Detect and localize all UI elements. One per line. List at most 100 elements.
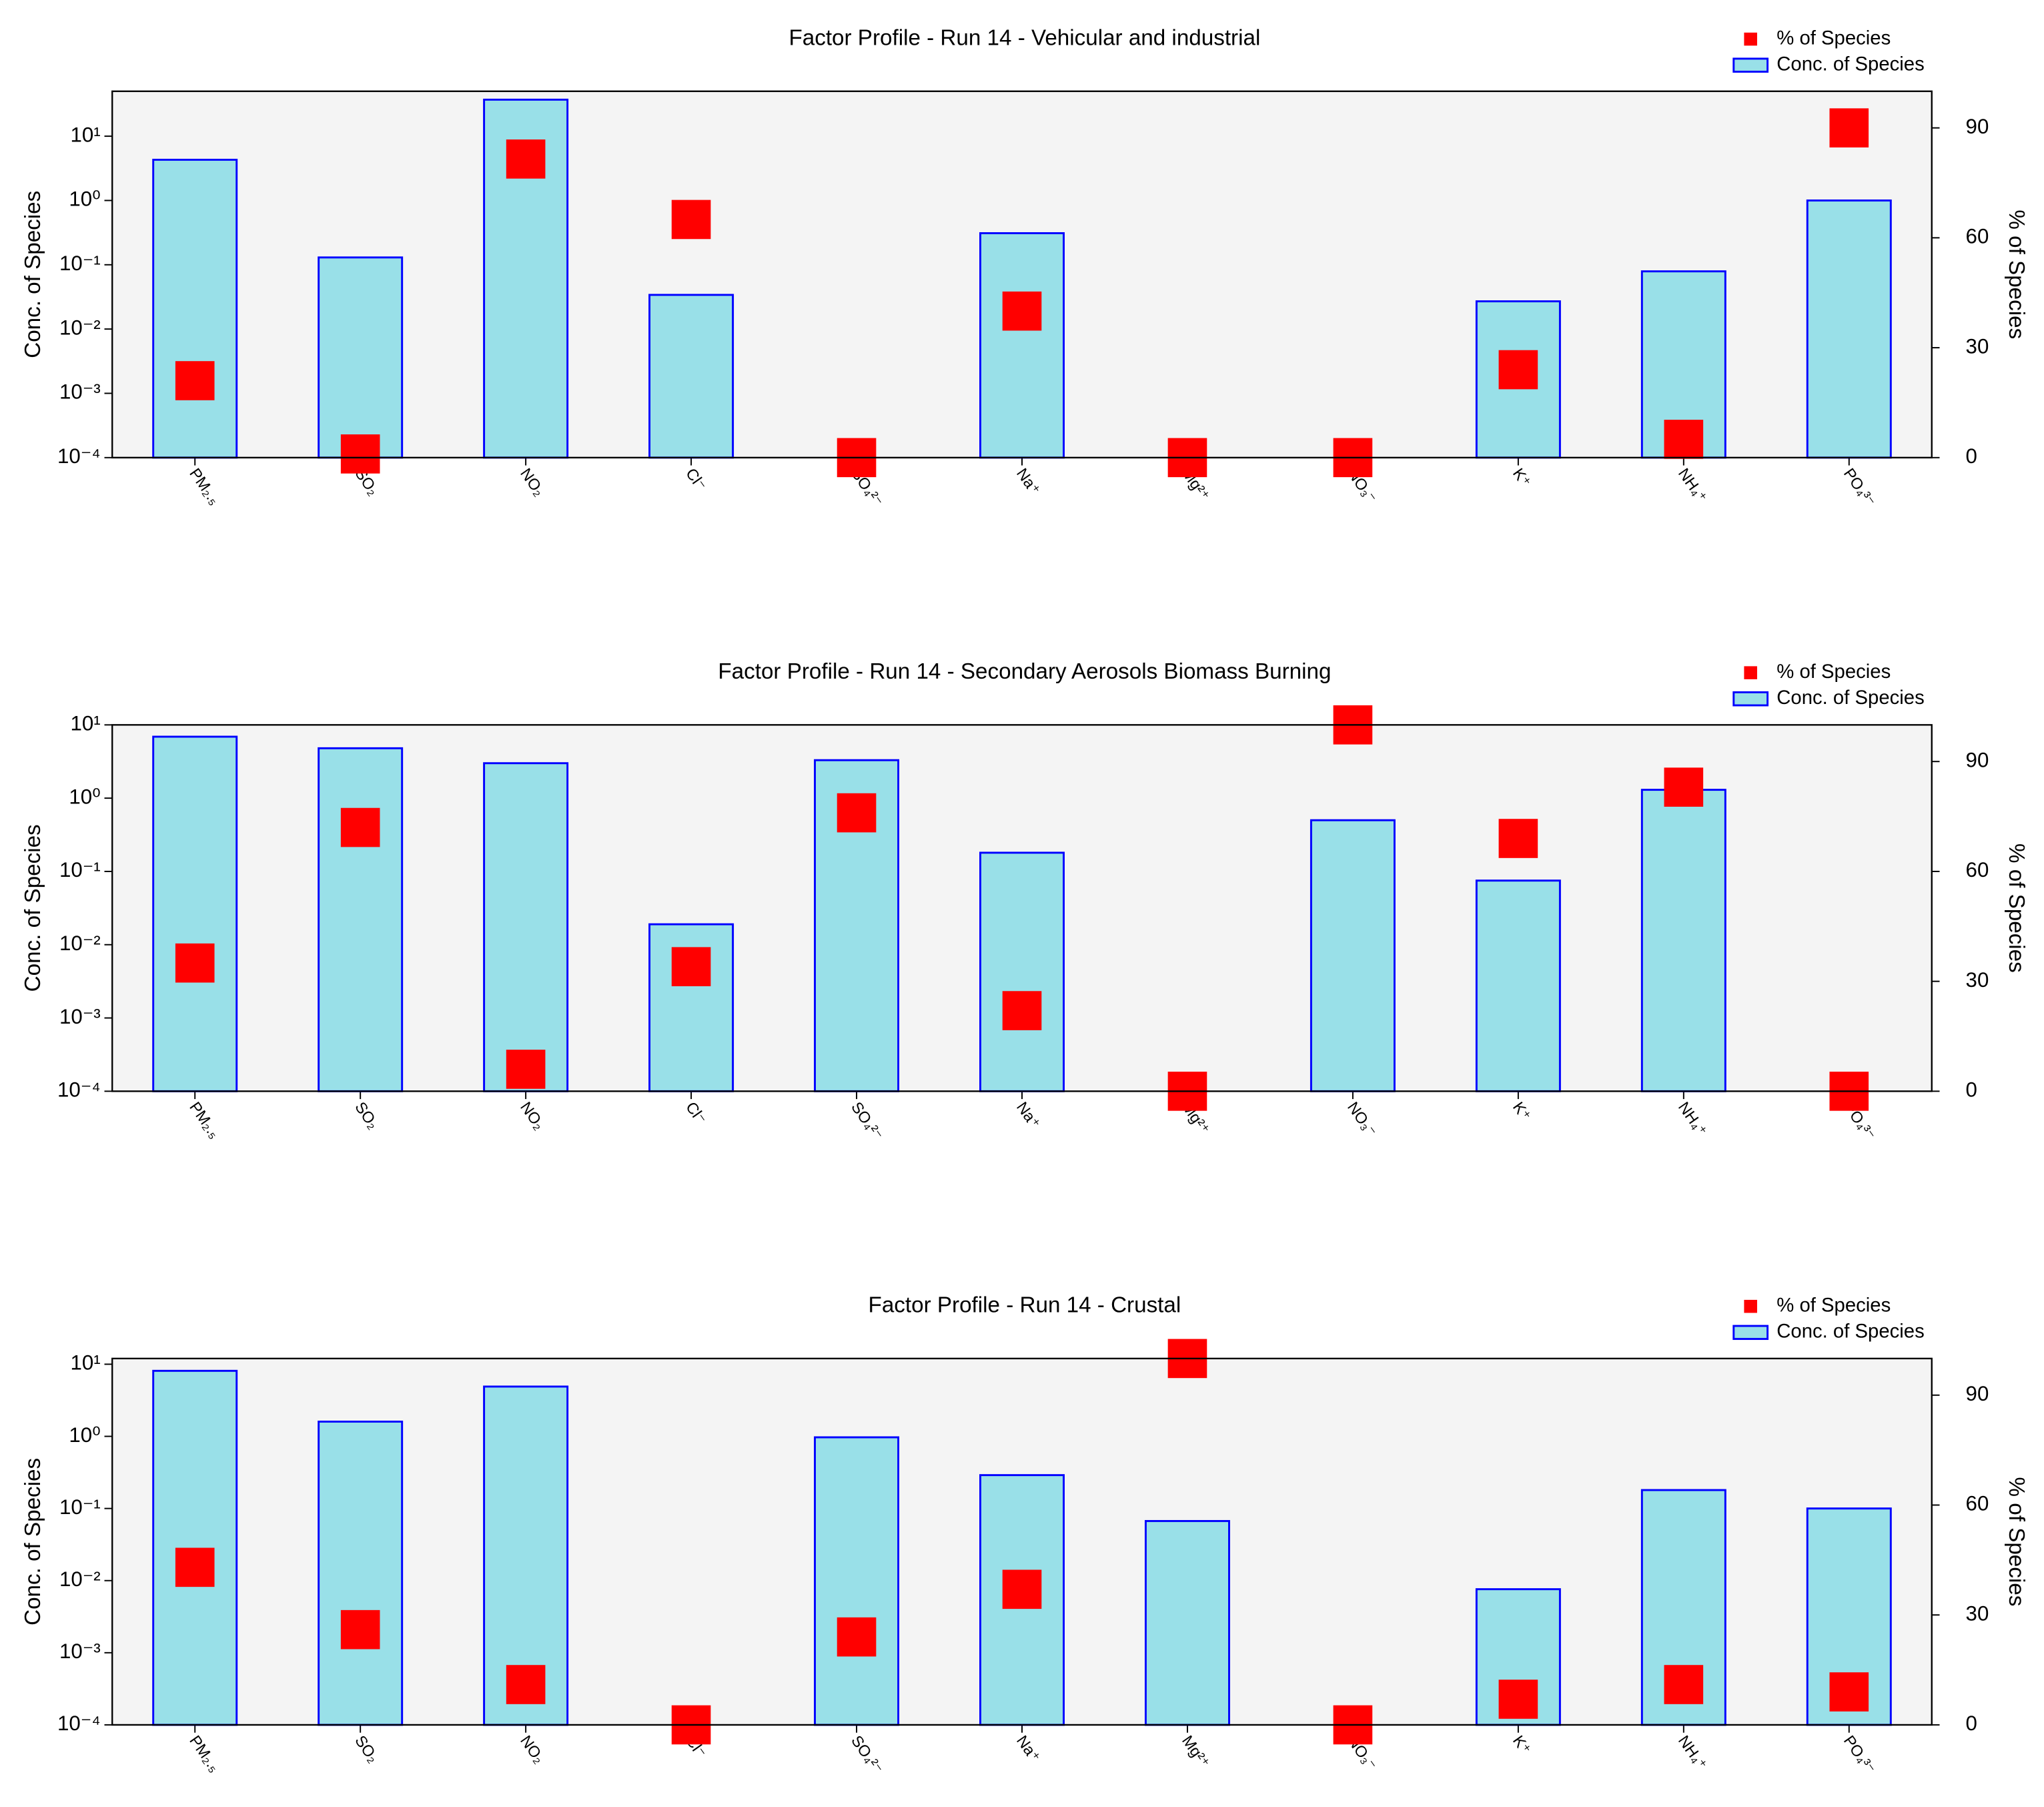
y-tick-label: 10⁰ <box>69 1423 100 1447</box>
legend-swatch <box>1732 1325 1769 1341</box>
square-marker <box>671 947 711 986</box>
y-tick-label: 10⁻¹ <box>59 858 101 881</box>
y2-axis-label: % of Species <box>2004 843 2029 973</box>
y-tick-label: 10⁻² <box>59 316 101 339</box>
legend-label: % of Species <box>1776 1294 1891 1316</box>
square-marker <box>837 793 877 833</box>
y2-tick-label: 90 <box>1966 115 1989 138</box>
x-tick-label: PO₄³⁻ <box>1841 465 1879 510</box>
square-marker <box>506 1050 546 1089</box>
square-marker <box>1664 420 1704 459</box>
y2-tick-label: 30 <box>1966 968 1989 992</box>
bar <box>318 747 404 1092</box>
y2-tick-label: 60 <box>1966 858 1989 881</box>
chart-title: Factor Profile - Run 14 - Crustal <box>869 1293 1181 1317</box>
x-tick-label: K⁺ <box>1510 465 1534 490</box>
x-tick-label: K⁺ <box>1510 1732 1534 1758</box>
x-tick-label: Cl⁻ <box>682 465 710 494</box>
square-marker <box>1002 1569 1042 1609</box>
square-marker <box>837 1617 877 1657</box>
y-tick-label: 10⁰ <box>69 188 100 211</box>
bar <box>152 158 238 459</box>
x-tick-label: NH₄⁺ <box>1675 1098 1710 1139</box>
square-marker <box>506 139 546 179</box>
plot-frame <box>111 1357 1933 1726</box>
legend-label: Conc. of Species <box>1776 687 1924 709</box>
x-tick-label: NO₂ <box>517 465 548 499</box>
square-marker <box>1664 767 1704 807</box>
bar <box>979 232 1065 459</box>
square-marker <box>340 434 380 474</box>
square-marker <box>175 361 215 400</box>
y2-tick-label: 0 <box>1966 1712 1977 1735</box>
x-tick-label: NO₂ <box>517 1098 548 1132</box>
legend-label: Conc. of Species <box>1776 1321 1924 1343</box>
square-marker <box>1829 108 1869 147</box>
y-tick-label: 10⁻² <box>59 932 101 955</box>
bar <box>152 735 238 1092</box>
x-tick-label: SO₂ <box>352 1732 382 1766</box>
square-marker <box>175 943 215 983</box>
y-axis-label: Conc. of Species <box>21 191 45 358</box>
y-tick-label: 10¹ <box>70 1351 100 1375</box>
bar <box>318 256 404 459</box>
y2-tick-label: 90 <box>1966 1382 1989 1405</box>
square-marker <box>1002 291 1042 331</box>
y-tick-label: 10⁻³ <box>59 380 101 404</box>
x-tick-label: PM₂.₅ <box>186 1732 223 1775</box>
y2-tick-label: 0 <box>1966 444 1977 468</box>
x-tick-label: PO₄³⁻ <box>1841 1732 1879 1777</box>
panel: Factor Profile - Run 14 - Secondary Aero… <box>21 659 2029 1143</box>
y-tick-label: 10⁻² <box>59 1567 101 1591</box>
x-tick-label: NO₃⁻ <box>1344 1098 1380 1140</box>
legend-label: % of Species <box>1776 661 1891 683</box>
bar <box>1310 819 1396 1092</box>
square-marker <box>506 1665 546 1704</box>
y-tick-label: 10⁻¹ <box>59 1495 101 1519</box>
legend-swatch <box>1744 32 1757 46</box>
plot-frame <box>111 90 1933 458</box>
chart-title: Factor Profile - Run 14 - Secondary Aero… <box>718 659 1331 684</box>
x-tick-label: NH₄⁺ <box>1675 465 1710 506</box>
x-tick-label: NH₄⁺ <box>1675 1732 1710 1773</box>
y-tick-label: 10¹ <box>70 712 100 735</box>
square-marker <box>175 1547 215 1587</box>
bar <box>483 762 569 1092</box>
bar <box>814 1436 900 1726</box>
panel: Factor Profile - Run 14 - Crustal 10⁻⁴ 10⁻… <box>21 1293 2029 1776</box>
x-tick-label: PM₂.₅ <box>186 465 223 508</box>
bar <box>648 294 734 459</box>
x-tick-label: NO₂ <box>517 1732 548 1766</box>
y-tick-label: 10⁻¹ <box>59 252 101 275</box>
y2-axis-label: % of Species <box>2004 210 2029 339</box>
y-tick-label: 10⁻³ <box>59 1005 101 1028</box>
plot-frame <box>111 724 1933 1092</box>
x-tick-label: Na⁺ <box>1013 465 1044 498</box>
bar <box>1475 879 1561 1092</box>
x-tick-label: SO₂ <box>352 1098 382 1132</box>
legend-label: % of Species <box>1776 27 1891 49</box>
legend-swatch <box>1732 691 1769 707</box>
y-tick-label: 10⁻⁴ <box>57 1712 101 1735</box>
square-marker <box>340 807 380 847</box>
panel: Factor Profile - Run 14 - Vehicular and … <box>21 25 2029 509</box>
square-marker <box>1829 1672 1869 1712</box>
x-tick-label: Cl⁻ <box>682 1098 710 1127</box>
y-axis-label: Conc. of Species <box>21 824 45 992</box>
square-marker <box>671 200 711 240</box>
legend-label: Conc. of Species <box>1776 53 1924 75</box>
square-marker <box>1498 819 1538 858</box>
x-tick-label: Mg²⁺ <box>1179 1732 1213 1771</box>
x-tick-label: PM₂.₅ <box>186 1098 223 1141</box>
legend-swatch <box>1732 57 1769 73</box>
bar <box>979 851 1065 1092</box>
y2-tick-label: 30 <box>1966 1601 1989 1625</box>
x-tick-label: SO₄²⁻ <box>848 1098 887 1143</box>
y-tick-label: 10⁰ <box>69 785 100 808</box>
bar <box>318 1421 404 1726</box>
y2-axis-label: % of Species <box>2004 1477 2029 1606</box>
y-axis-label: Conc. of Species <box>21 1458 45 1625</box>
x-tick-label: SO₄²⁻ <box>848 1732 887 1777</box>
